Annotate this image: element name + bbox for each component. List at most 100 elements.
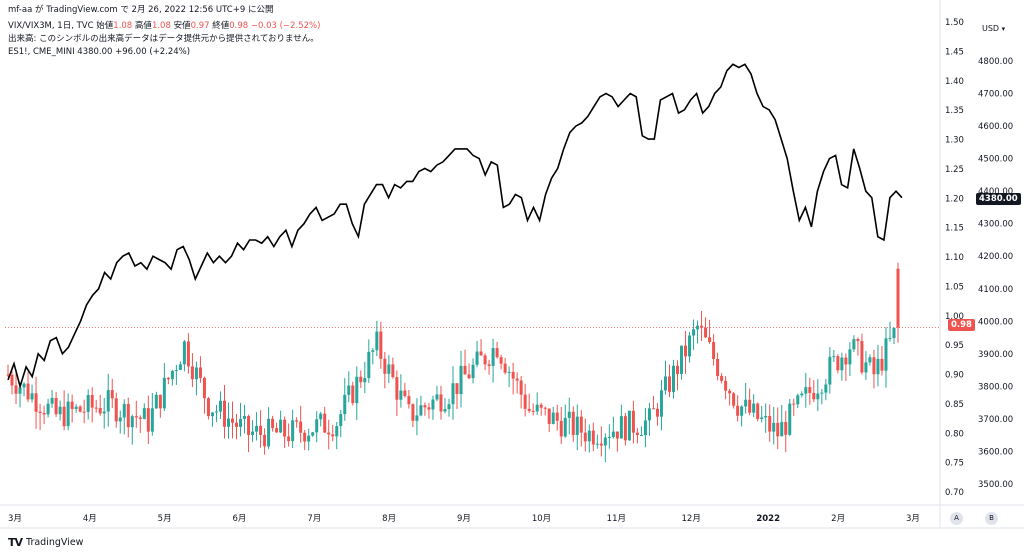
candle-body	[327, 432, 331, 435]
candle-body	[295, 420, 299, 422]
candle-body	[776, 422, 780, 437]
ratio-axis-tick: 1.40	[945, 77, 964, 87]
candle-body	[856, 339, 860, 342]
candle-body	[583, 432, 587, 442]
candle-body	[663, 376, 667, 391]
ratio-axis-tick: 1.25	[945, 165, 964, 175]
candle-body	[355, 376, 359, 404]
candle-body	[475, 351, 479, 365]
es-axis-tick: 4700.00	[978, 90, 1013, 100]
candle-body	[166, 377, 170, 380]
candle-body	[18, 387, 22, 394]
candle-body	[639, 435, 643, 437]
candle-body	[311, 432, 315, 436]
candle-body	[231, 418, 235, 423]
candle-body	[443, 409, 447, 412]
axis-b-button[interactable]: B	[985, 512, 998, 525]
candle-body	[651, 408, 655, 410]
series2-name: ES1!, CME_MINI	[8, 47, 75, 57]
candle-body	[884, 338, 888, 371]
candle-body	[631, 410, 635, 433]
candle-body	[319, 413, 323, 420]
candle-body	[222, 400, 226, 427]
candle-body	[635, 432, 639, 436]
candle-body	[792, 403, 796, 405]
candle-body	[708, 337, 712, 342]
candle-body	[579, 416, 583, 433]
ratio-axis-tick: 1.50	[945, 18, 964, 28]
candle-body	[174, 370, 178, 372]
candle-body	[824, 384, 828, 393]
time-axis-tick: 3月	[8, 514, 22, 524]
candle-body	[182, 341, 186, 365]
candle-body	[471, 364, 475, 379]
candle-body	[14, 385, 18, 394]
candle-body	[423, 405, 427, 408]
candle-body	[407, 396, 411, 405]
candle-body	[796, 395, 800, 405]
candle-body	[86, 395, 90, 412]
candle-body	[62, 406, 66, 427]
candle-body	[130, 416, 134, 428]
candle-body	[603, 437, 607, 446]
series2-change: +96.00 (+2.24%)	[115, 47, 191, 57]
candle-body	[700, 325, 704, 328]
currency-selector[interactable]: USD ▾	[982, 24, 1005, 33]
low-label: 安値	[173, 21, 191, 31]
candle-body	[74, 406, 78, 409]
candle-body	[455, 383, 459, 395]
candle-body	[744, 399, 748, 407]
es-axis-tick: 4000.00	[978, 317, 1013, 327]
candle-body	[435, 394, 439, 400]
publish-caption: mf-aa が TradingView.com で 2月 26, 2022 12…	[8, 5, 274, 15]
candle-body	[395, 377, 399, 400]
candle-body	[667, 376, 671, 392]
candle-body	[146, 408, 150, 432]
candle-body	[688, 335, 692, 357]
candle-body	[655, 408, 659, 417]
candle-body	[896, 268, 900, 328]
candle-body	[892, 327, 896, 338]
candle-body	[463, 365, 467, 375]
es-axis-tick: 4300.00	[978, 220, 1013, 230]
es-axis-tick: 4500.00	[978, 155, 1013, 165]
candle-body	[415, 415, 419, 421]
candle-body	[106, 390, 110, 412]
ratio-axis-tick: 1.10	[945, 253, 964, 263]
volume-note: 出来高: このシンボルの出来高データはデータ提供元から提供されておりません。	[8, 34, 319, 44]
candle-body	[559, 420, 563, 437]
candle-body	[547, 408, 551, 424]
candle-body	[768, 415, 772, 432]
candle-body	[808, 387, 812, 393]
candle-body	[66, 401, 70, 427]
candle-body	[491, 348, 495, 366]
candle-body	[134, 416, 138, 418]
candle-body	[367, 351, 371, 379]
footer-brand[interactable]: TV TradingView	[8, 536, 83, 549]
candle-body	[399, 390, 403, 400]
candle-body	[54, 397, 58, 415]
candle-body	[840, 357, 844, 371]
candle-body	[158, 394, 162, 409]
candle-body	[235, 422, 239, 427]
candle-body	[864, 362, 868, 373]
candle-body	[162, 377, 166, 409]
candle-body	[335, 426, 339, 437]
candle-body	[263, 434, 267, 447]
candle-body	[403, 390, 407, 397]
candle-body	[876, 358, 880, 375]
close-label: 終値	[212, 21, 230, 31]
time-axis-tick: 5月	[158, 514, 172, 524]
candle-body	[852, 339, 856, 350]
candle-body	[531, 410, 535, 412]
candle-body	[643, 420, 647, 436]
ratio-axis-tick: 0.95	[945, 341, 964, 351]
candle-body	[780, 422, 784, 437]
candle-body	[279, 419, 283, 433]
axis-a-button[interactable]: A	[950, 512, 963, 525]
candle-body	[587, 430, 591, 442]
candle-body	[483, 355, 487, 365]
candle-body	[142, 408, 146, 419]
chevron-down-icon: ▾	[1001, 25, 1006, 33]
